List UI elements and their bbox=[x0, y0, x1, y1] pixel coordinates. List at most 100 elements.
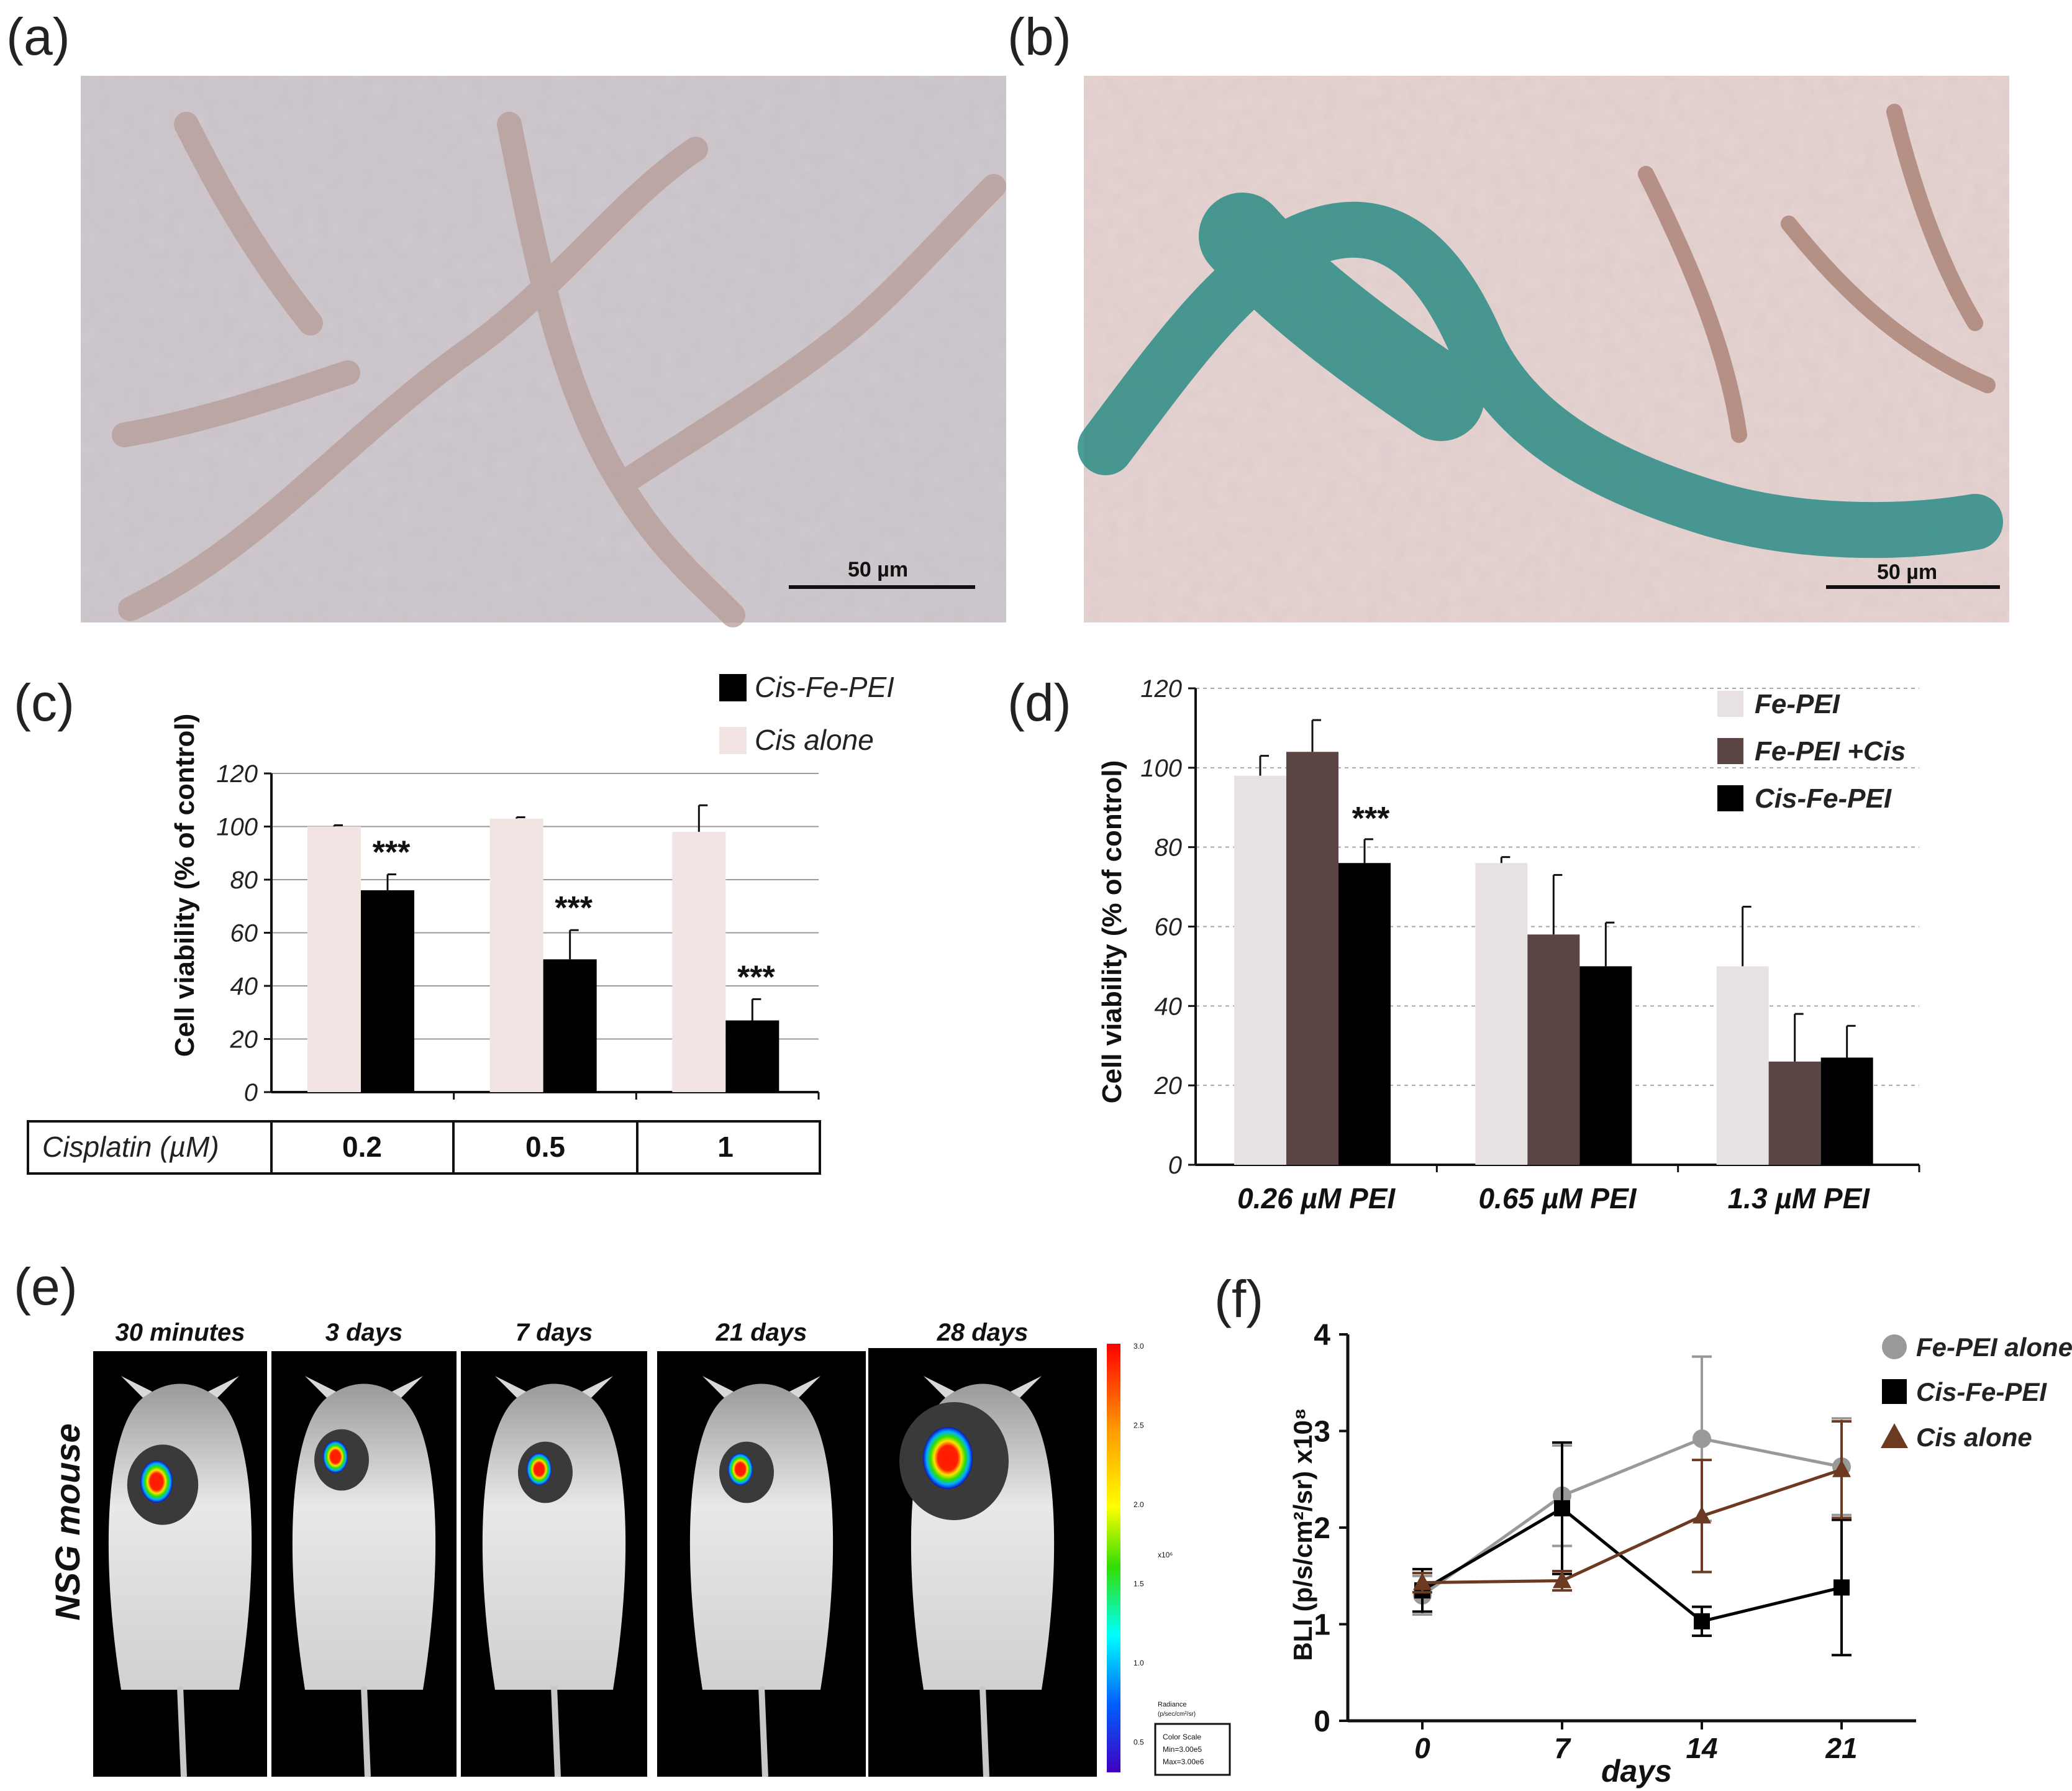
y-tick-label: 60 bbox=[230, 920, 258, 947]
mouse-row-label: NSG mouse bbox=[48, 1423, 87, 1620]
y-tick-label: 120 bbox=[216, 760, 258, 788]
chart-d-ylabel: Cell viability (% of control) bbox=[1097, 760, 1127, 1104]
data-point-cis-alone bbox=[1553, 1570, 1571, 1588]
color-scale-tick: 0.5 bbox=[1134, 1738, 1144, 1747]
bli-signal bbox=[527, 1453, 552, 1485]
chart-f-ylabel: BLI (p/s/cm²/sr) x10⁸ bbox=[1288, 1408, 1317, 1661]
bar-cis-fe-pei bbox=[725, 1020, 779, 1092]
mouse-ear bbox=[121, 1376, 152, 1398]
mouse-tail bbox=[177, 1686, 187, 1777]
chart-c-ylabel: Cell viability (% of control) bbox=[170, 714, 200, 1057]
chart-f-xlabel: days bbox=[1601, 1754, 1672, 1789]
legend-label: Cis-Fe-PEI bbox=[1755, 783, 1892, 814]
panel-e-label: (e) bbox=[14, 1257, 78, 1316]
panel-d-label: (d) bbox=[1007, 673, 1071, 732]
color-scale-title: Radiance bbox=[1158, 1701, 1186, 1708]
mouse-body bbox=[482, 1383, 626, 1690]
color-scale-tick: 1.5 bbox=[1134, 1580, 1144, 1588]
panel-b-label: (b) bbox=[1007, 7, 1071, 66]
series-line-cis-alone bbox=[1422, 1468, 1842, 1585]
data-point-cis-alone bbox=[1693, 1506, 1711, 1524]
legend-label: Cis-Fe-PEI bbox=[1916, 1377, 2047, 1406]
chart-d: Cell viability (% of control) 0 20 40 60 80 1… bbox=[1097, 675, 1920, 1215]
y-tick-label: 120 bbox=[1140, 675, 1182, 703]
x-category-label: 0.26 µM PEI bbox=[1237, 1182, 1396, 1215]
significance-marker: *** bbox=[737, 959, 775, 995]
bar-cis-fe-pei bbox=[1338, 863, 1391, 1165]
x-category-label: 0.65 µM PEI bbox=[1478, 1182, 1637, 1215]
legend-swatch bbox=[1717, 785, 1743, 811]
bar-cis-fe-pei bbox=[361, 890, 414, 1092]
color-scale-bar bbox=[1107, 1344, 1120, 1772]
bar-fe-pei-cis bbox=[1527, 934, 1580, 1165]
color-scale-box-line: Max=3.00e6 bbox=[1163, 1757, 1204, 1766]
bar-fe-pei bbox=[1475, 863, 1528, 1165]
micrograph-b: 50 µm bbox=[1078, 76, 2009, 622]
bar-cis-alone bbox=[489, 818, 543, 1092]
timepoint-label: 30 minutes bbox=[116, 1319, 245, 1346]
mouse-body bbox=[108, 1383, 252, 1690]
legend-label: Cis alone bbox=[755, 724, 874, 756]
legend-label: Fe-PEI bbox=[1755, 689, 1840, 719]
bar-cis-fe-pei bbox=[543, 959, 597, 1092]
mouse-ear bbox=[702, 1376, 734, 1398]
chart-f: 0 1 2 3 4 0 7 14 21 Fe-PEI alone Cis-Fe-PEI Cis a… bbox=[1288, 1319, 2072, 1789]
y-tick-label: 80 bbox=[1155, 834, 1183, 862]
bli-signal bbox=[323, 1441, 348, 1473]
y-tick-label: 0 bbox=[1314, 1705, 1330, 1738]
y-tick-label: 80 bbox=[230, 867, 258, 894]
color-scale-box-line: Min=3.00e5 bbox=[1163, 1745, 1202, 1754]
micrograph-a: 50 µm bbox=[81, 76, 1006, 627]
mouse-ear bbox=[392, 1376, 423, 1398]
cisplatin-table-header: Cisplatin (µM) bbox=[42, 1131, 219, 1163]
mouse-body bbox=[689, 1383, 834, 1690]
scale-bar-b: 50 µm bbox=[1877, 560, 1937, 584]
y-tick-label: 100 bbox=[216, 814, 258, 841]
data-point-cis-fe-pei bbox=[1694, 1613, 1710, 1629]
legend-marker bbox=[1882, 1379, 1907, 1404]
mouse-ear bbox=[924, 1376, 955, 1398]
scale-bar-a: 50 µm bbox=[848, 558, 908, 581]
mouse-ear bbox=[789, 1376, 820, 1398]
data-point-cis-alone bbox=[1413, 1572, 1432, 1590]
bar-cis-alone bbox=[307, 826, 361, 1092]
significance-marker: *** bbox=[1352, 801, 1390, 837]
legend-swatch-cis-fe-pei bbox=[719, 674, 747, 701]
y-tick-label: 100 bbox=[1140, 755, 1182, 782]
y-tick-label: 2 bbox=[1314, 1512, 1330, 1545]
y-tick-label: 4 bbox=[1314, 1319, 1330, 1352]
mouse-ear bbox=[495, 1376, 526, 1398]
timepoint-label: 21 days bbox=[716, 1319, 807, 1346]
significance-marker: *** bbox=[555, 890, 593, 926]
x-tick-label: 14 bbox=[1686, 1732, 1717, 1764]
legend-swatch-cis-alone bbox=[719, 727, 747, 754]
data-point-fe-pei-alone bbox=[1693, 1429, 1711, 1448]
data-point-cis-fe-pei bbox=[1554, 1500, 1570, 1516]
legend-label: Fe-PEI +Cis bbox=[1755, 736, 1906, 767]
y-tick-label: 40 bbox=[1155, 993, 1183, 1020]
timepoint-label: 3 days bbox=[325, 1319, 403, 1346]
color-scale: 3.0 2.5 2.0 1.5 1.0 0.5 x10⁶ Radiance (p/sec/… bbox=[1107, 1342, 1231, 1776]
panel-a-label: (a) bbox=[6, 7, 70, 66]
legend-label: Fe-PEI alone bbox=[1916, 1333, 2072, 1362]
x-tick-label: 7 bbox=[1554, 1732, 1571, 1764]
mouse-ear bbox=[208, 1376, 239, 1398]
y-tick-label: 0 bbox=[244, 1079, 258, 1106]
legend-label: Cis alone bbox=[1916, 1423, 2032, 1452]
legend-label: Cis-Fe-PEI bbox=[755, 671, 894, 703]
cisplatin-table bbox=[27, 1120, 821, 1175]
mouse-ear bbox=[305, 1376, 336, 1398]
bli-signal bbox=[923, 1427, 973, 1489]
bar-fe-pei-cis bbox=[1768, 1061, 1821, 1165]
bli-image-strip: 30 minutes 3 days 7 days 21 days 28 days bbox=[93, 1319, 1097, 1777]
cisplatin-dose-label: 1 bbox=[717, 1131, 734, 1163]
mouse-tail bbox=[979, 1686, 989, 1777]
x-category-label: 1.3 µM PEI bbox=[1728, 1182, 1871, 1215]
series-line-cis-fe-pei bbox=[1421, 1506, 1842, 1623]
y-tick-label: 60 bbox=[1155, 914, 1183, 941]
bar-fe-pei bbox=[1234, 775, 1286, 1165]
color-scale-exponent: x10⁶ bbox=[1158, 1551, 1173, 1559]
cisplatin-dose-label: 0.2 bbox=[342, 1131, 382, 1163]
color-scale-tick: 2.5 bbox=[1134, 1421, 1144, 1430]
